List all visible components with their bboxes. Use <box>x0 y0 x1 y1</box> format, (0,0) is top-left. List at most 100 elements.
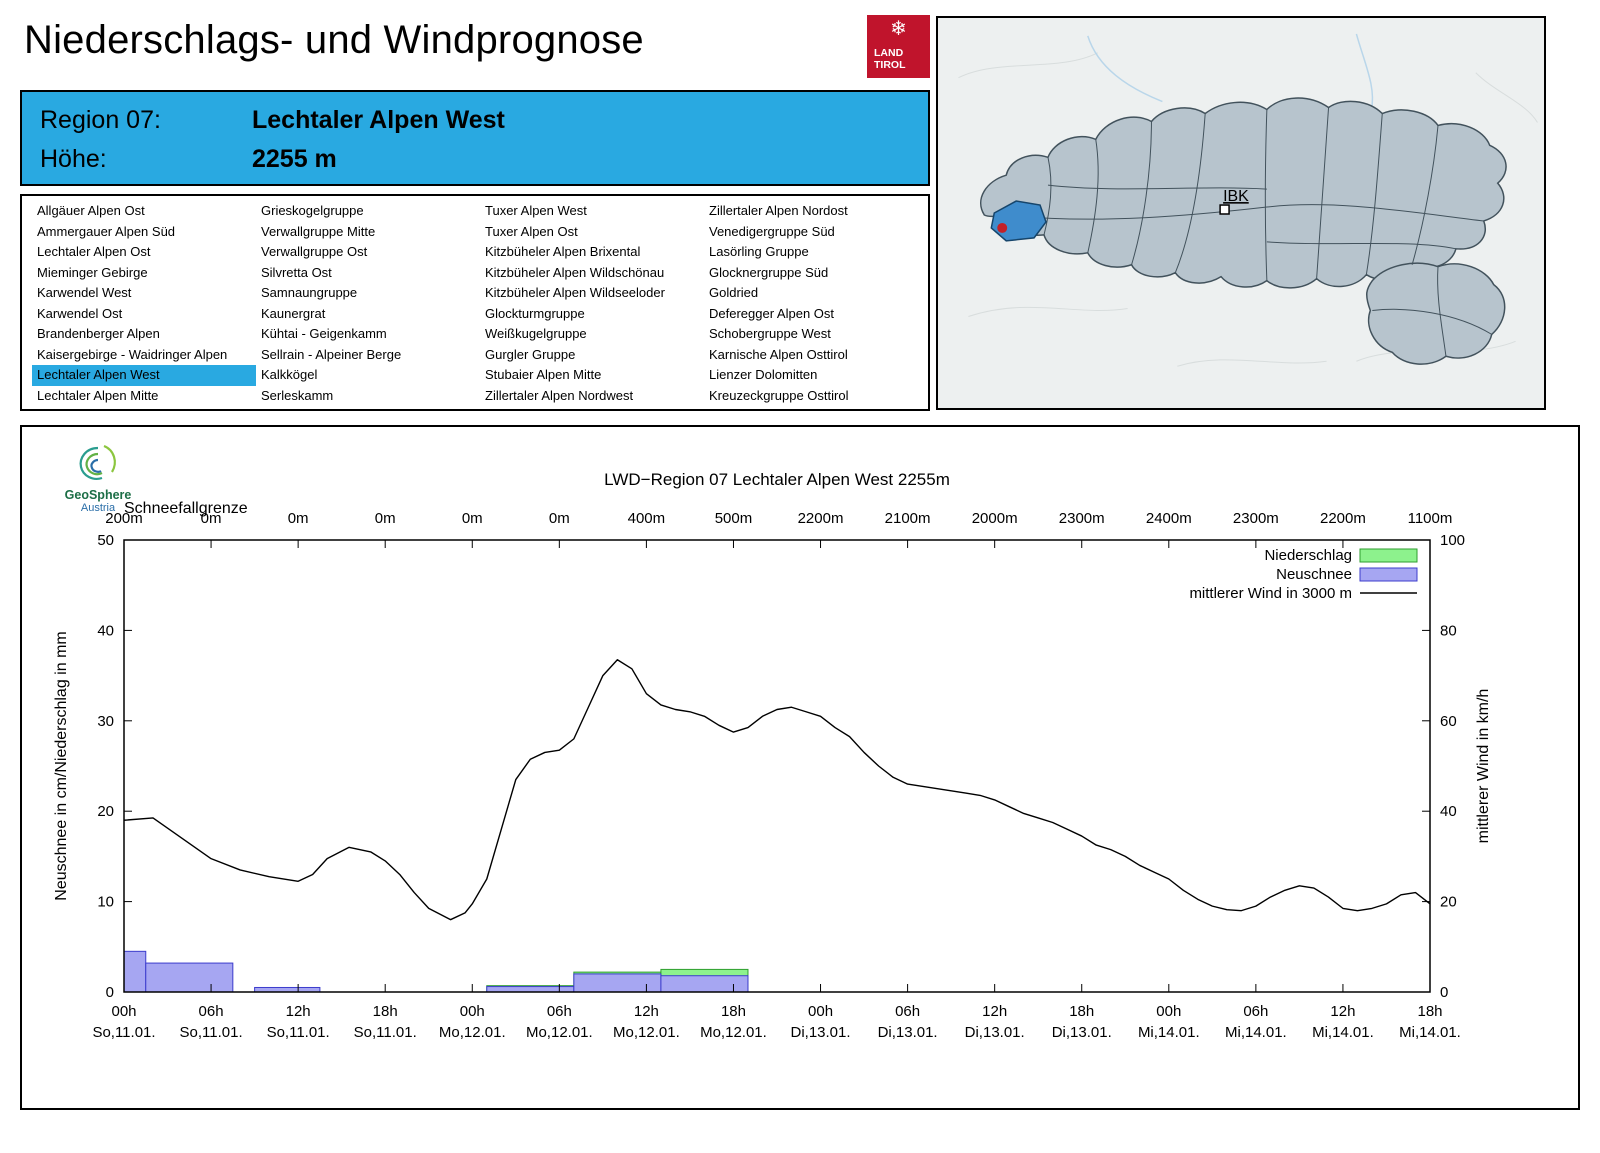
region-value: Lechtaler Alpen West <box>252 106 505 134</box>
region-list-item[interactable]: Karnische Alpen Osttirol <box>709 346 848 362</box>
region-list-item[interactable]: Kaisergebirge - Waidringer Alpen <box>37 346 228 362</box>
region-list-item[interactable]: Kitzbüheler Alpen Brixental <box>485 244 641 259</box>
region-list-item[interactable]: Verwallgruppe Ost <box>261 244 368 259</box>
x-tick-date: So,11.01. <box>180 1024 243 1041</box>
region-list-item[interactable]: Goldried <box>709 285 759 300</box>
x-tick-date: So,11.01. <box>92 1024 155 1041</box>
map-north-tirol <box>980 97 1507 289</box>
y-tick-right: 40 <box>1440 803 1457 820</box>
region-list-item[interactable]: Lasörling Gruppe <box>709 244 809 259</box>
x-tick-hour: 06h <box>547 1003 572 1020</box>
region-list-item[interactable]: Verwallgruppe Mitte <box>261 223 376 239</box>
page-title: Niederschlags- und Windprognose <box>24 18 644 62</box>
x-tick-date: Mo,12.01. <box>526 1024 593 1041</box>
region-list-item[interactable]: Venedigergruppe Süd <box>709 223 835 239</box>
snowline-value: 0m <box>462 510 483 527</box>
region-list-item[interactable]: Kitzbüheler Alpen Wildschönau <box>485 264 665 280</box>
x-tick-hour: 00h <box>111 1003 136 1020</box>
map-district-borders <box>1004 107 1492 357</box>
x-tick-hour: 00h <box>808 1003 833 1020</box>
logo-line1: LAND <box>874 46 904 59</box>
region-list-item[interactable]: Serleskamm <box>261 387 334 403</box>
region-list-item[interactable]: Samnaungruppe <box>261 285 358 300</box>
region-list-item[interactable]: Weißkugelgruppe <box>485 326 587 341</box>
land-tirol-logo-text: LAND TIROL <box>874 47 906 72</box>
x-tick-hour: 00h <box>460 1003 485 1020</box>
neuschnee-bar <box>123 950 147 993</box>
region-list-item[interactable]: Kühtai - Geigenkamm <box>261 326 387 341</box>
ibk-marker <box>1219 204 1230 215</box>
region-list-item[interactable]: Silvretta Ost <box>261 264 332 280</box>
region-list-item[interactable]: Mieminger Gebirge <box>37 264 148 280</box>
neuschnee-bar <box>573 973 662 993</box>
region-list-item[interactable]: Gurgler Gruppe <box>485 346 576 362</box>
region-list-item-selected[interactable]: Lechtaler Alpen West <box>32 365 256 386</box>
altitude-info-row: Höhe: 2255 m <box>40 140 928 179</box>
tirol-map[interactable]: IBK <box>936 16 1546 410</box>
wind-line <box>123 659 1431 921</box>
snowline-value: 2200m <box>798 510 844 527</box>
ibk-label: IBK <box>1223 188 1249 205</box>
region-list-item[interactable]: Glocknergruppe Süd <box>709 264 829 280</box>
region-list-item[interactable]: Stubaier Alpen Mitte <box>485 367 602 382</box>
x-tick-hour: 12h <box>982 1003 1007 1020</box>
region-list-item[interactable]: Deferegger Alpen Ost <box>709 305 835 321</box>
snowline-value: 2300m <box>1233 510 1279 527</box>
region-list-item[interactable]: Karwendel West <box>37 285 132 300</box>
region-list-item[interactable]: Lienzer Dolomitten <box>709 367 818 382</box>
x-tick-date: Mo,12.01. <box>613 1024 680 1041</box>
region-list-item[interactable]: Kitzbüheler Alpen Wildseeloder <box>485 285 665 300</box>
snowline-value: 0m <box>201 510 222 527</box>
region-label: Region 07: <box>40 106 161 134</box>
x-tick-hour: 18h <box>373 1003 398 1020</box>
region-list: Allgäuer Alpen Ost Ammergauer Alpen Süd Le… <box>20 194 930 411</box>
region-list-item[interactable]: Karwendel Ost <box>37 305 123 321</box>
region-list-item[interactable]: Lechtaler Alpen Ost <box>37 244 151 259</box>
snowline-value: 0m <box>288 510 309 527</box>
region-list-item[interactable]: Brandenberger Alpen <box>37 326 160 341</box>
x-tick-hour: 18h <box>721 1003 746 1020</box>
x-tick-date: Mi,14.01. <box>1399 1024 1461 1041</box>
logo-line2: TIROL <box>874 59 906 72</box>
x-tick-hour: 06h <box>199 1003 224 1020</box>
region-list-item[interactable]: Grieskogelgruppe <box>261 203 364 218</box>
snowline-value: 2300m <box>1059 510 1105 527</box>
region-list-item[interactable]: Glockturmgruppe <box>485 305 585 321</box>
region-list-item[interactable]: Allgäuer Alpen Ost <box>37 203 145 218</box>
snowline-value: 400m <box>628 510 666 527</box>
x-tick-hour: 12h <box>634 1003 659 1020</box>
y-tick-right: 100 <box>1440 532 1465 549</box>
region-list-column: Grieskogelgruppe Verwallgruppe Mitte Verwa… <box>256 201 480 409</box>
x-tick-date: Mi,14.01. <box>1225 1024 1287 1041</box>
region-list-item[interactable]: Lechtaler Alpen Mitte <box>37 387 159 403</box>
x-tick-date: So,11.01. <box>354 1024 417 1041</box>
y-tick-right: 0 <box>1440 984 1448 1001</box>
top-axis-label: Schneefallgrenze <box>124 500 248 517</box>
plot-border <box>123 539 1431 993</box>
region-list-item[interactable]: Zillertaler Alpen Nordost <box>709 203 848 218</box>
region-list-item[interactable]: Zillertaler Alpen Nordwest <box>485 387 634 403</box>
legend-label: mittlerer Wind in 3000 m <box>1189 585 1352 602</box>
x-tick-date: Di,13.01. <box>791 1024 851 1041</box>
x-tick-hour: 12h <box>286 1003 311 1020</box>
snowline-value: 500m <box>715 510 753 527</box>
map-river-lines <box>1087 33 1374 110</box>
region-list-item[interactable]: Schobergruppe West <box>709 326 831 341</box>
y-tick-left: 20 <box>97 803 114 820</box>
region-list-item[interactable]: Ammergauer Alpen Süd <box>37 223 176 239</box>
chart-title: LWD−Region 07 Lechtaler Alpen West 2255m <box>604 470 950 489</box>
x-tick-hour: 18h <box>1069 1003 1094 1020</box>
x-tick-date: So,11.01. <box>267 1024 330 1041</box>
region-list-item[interactable]: Kreuzeckgruppe Osttirol <box>709 387 849 403</box>
y-tick-left: 40 <box>97 622 114 639</box>
region-list-item[interactable]: Sellrain - Alpeiner Berge <box>261 346 402 362</box>
region-list-item[interactable]: Kaunergrat <box>261 305 326 321</box>
y-tick-right: 80 <box>1440 622 1457 639</box>
region-list-item[interactable]: Tuxer Alpen Ost <box>485 223 578 239</box>
region-list-item[interactable]: Kalkkögel <box>261 367 318 382</box>
region-info-row: Region 07: Lechtaler Alpen West <box>40 101 928 140</box>
y-axis-label-left: Neuschnee in cm/Niederschlag in mm <box>53 631 70 900</box>
region-list-item[interactable]: Tuxer Alpen West <box>485 203 587 218</box>
forecast-chart-svg: LWD−Region 07 Lechtaler Alpen West 2255m… <box>53 470 1492 1041</box>
y-tick-left: 0 <box>106 984 114 1001</box>
